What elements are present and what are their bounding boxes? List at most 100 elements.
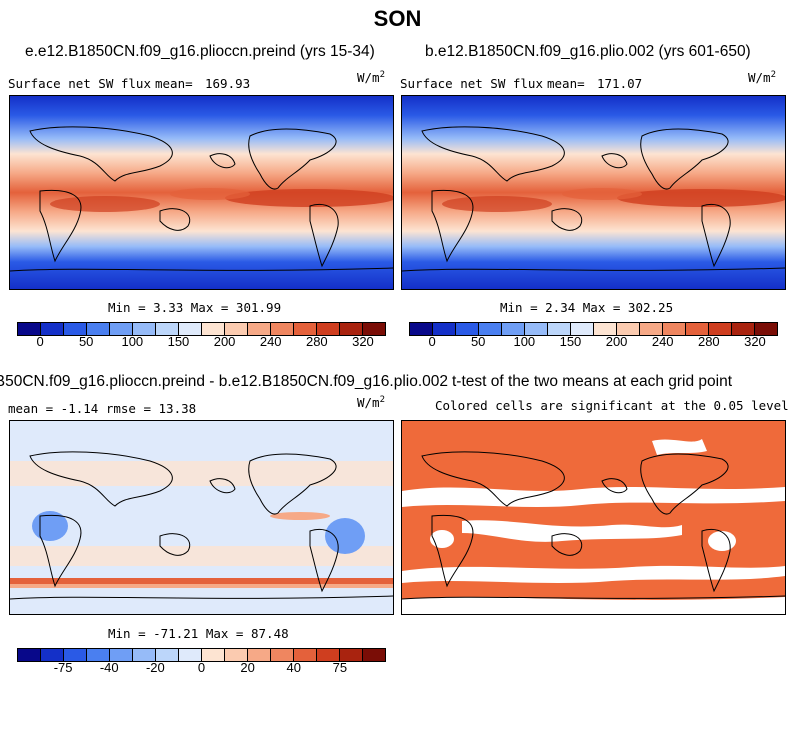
colorbar-swatch <box>18 649 41 661</box>
colorbar-swatch <box>18 323 41 335</box>
colorbar-swatch <box>294 323 317 335</box>
colorbar-swatch <box>640 323 663 335</box>
panel1-var-label: Surface net SW flux <box>8 76 151 91</box>
panel3-colorbar <box>17 648 386 662</box>
colorbar-swatch <box>110 323 133 335</box>
colorbar-swatch <box>156 323 179 335</box>
colorbar-tick-label: 100 <box>121 334 144 349</box>
colorbar-swatch <box>248 649 271 661</box>
colorbar-swatch <box>410 323 433 335</box>
colorbar-tick-label: 320 <box>744 334 766 349</box>
panel2-colorbar <box>409 322 778 336</box>
colorbar-swatch <box>225 649 248 661</box>
colorbar-tick-label: -20 <box>145 660 165 675</box>
colorbar-tick-label: 50 <box>470 334 486 349</box>
colorbar-swatch <box>663 323 686 335</box>
panel1-minmax: Min = 3.33 Max = 301.99 <box>108 300 282 315</box>
colorbar-swatch <box>64 323 87 335</box>
colorbar-swatch <box>363 323 385 335</box>
colorbar-tick-label: 280 <box>697 334 720 349</box>
colorbar-swatch <box>571 323 594 335</box>
colorbar-swatch <box>686 323 709 335</box>
panel2-units: W/m2 <box>748 70 776 86</box>
panel3-map <box>9 420 394 615</box>
panel2-mean-label: mean= <box>547 76 585 91</box>
colorbar-tick-label: -40 <box>99 660 119 675</box>
colorbar-swatch <box>755 323 777 335</box>
panel1-mean-label: mean= <box>155 76 193 91</box>
panel4-subtitle: Colored cells are significant at the 0.0… <box>435 398 789 413</box>
panel3-units: W/m2 <box>357 395 385 411</box>
colorbar-swatch <box>617 323 640 335</box>
panel2-minmax: Min = 2.34 Max = 302.25 <box>500 300 674 315</box>
panel3-title: B50CN.f09_g16.pliocсn.preind - b.e12.B18… <box>0 373 448 390</box>
colorbar-swatch <box>87 649 110 661</box>
panel1-colorbar-ticks: 0 50 100 150 200 240 280 320 <box>17 334 386 350</box>
colorbar-swatch <box>363 649 385 661</box>
colorbar-swatch <box>732 323 755 335</box>
panel2-map <box>401 95 786 290</box>
colorbar-swatch <box>156 649 179 661</box>
colorbar-swatch <box>41 323 64 335</box>
panel1-title: e.e12.B1850CN.f09_g16.pliocсn.preind (yr… <box>25 43 375 60</box>
colorbar-tick-label: 0 <box>36 334 44 349</box>
colorbar-tick-label: 75 <box>332 660 348 675</box>
colorbar-tick-label: 20 <box>240 660 255 675</box>
colorbar-tick-label: 150 <box>167 334 190 349</box>
colorbar-tick-label: 150 <box>559 334 582 349</box>
colorbar-swatch <box>317 323 340 335</box>
colorbar-tick-label: 200 <box>605 334 628 349</box>
colorbar-swatch <box>87 323 110 335</box>
panel2-title: b.e12.B1850CN.f09_g16.plio.002 (yrs 601-… <box>425 43 751 60</box>
colorbar-swatch <box>525 323 548 335</box>
colorbar-swatch <box>433 323 456 335</box>
colorbar-swatch <box>294 649 317 661</box>
panel3-minmax: Min = -71.21 Max = 87.48 <box>108 626 289 641</box>
colorbar-swatch <box>179 649 202 661</box>
colorbar-tick-label: 50 <box>78 334 94 349</box>
colorbar-swatch <box>248 323 271 335</box>
colorbar-swatch <box>479 323 502 335</box>
colorbar-tick-label: -75 <box>53 660 73 675</box>
colorbar-swatch <box>110 649 133 661</box>
colorbar-swatch <box>41 649 64 661</box>
panel1-map <box>9 95 394 290</box>
panel1-units: W/m2 <box>357 70 385 86</box>
colorbar-swatch <box>64 649 87 661</box>
panel3-colorbar-ticks: -75 -40 -20 0 20 40 75 <box>17 660 386 676</box>
panel4-title: t-test of the two means at each grid poi… <box>452 373 733 390</box>
panel4-map <box>401 420 786 615</box>
colorbar-swatch <box>317 649 340 661</box>
panel1-mean-value: 169.93 <box>205 76 251 91</box>
colorbar-tick-label: 40 <box>286 660 301 675</box>
colorbar-swatch <box>202 323 225 335</box>
colorbar-swatch <box>709 323 732 335</box>
colorbar-swatch <box>225 323 248 335</box>
colorbar-swatch <box>456 323 479 335</box>
colorbar-swatch <box>548 323 571 335</box>
colorbar-tick-label: 320 <box>352 334 374 349</box>
colorbar-swatch <box>179 323 202 335</box>
colorbar-swatch <box>340 323 363 335</box>
colorbar-tick-label: 0 <box>428 334 436 349</box>
colorbar-tick-label: 200 <box>213 334 236 349</box>
colorbar-tick-label: 240 <box>259 334 282 349</box>
colorbar-swatch <box>271 649 294 661</box>
colorbar-swatch <box>271 323 294 335</box>
colorbar-swatch <box>202 649 225 661</box>
colorbar-tick-label: 240 <box>651 334 674 349</box>
colorbar-tick-label: 0 <box>197 660 206 675</box>
colorbar-tick-label: 280 <box>305 334 328 349</box>
panel2-var-label: Surface net SW flux <box>400 76 543 91</box>
colorbar-swatch <box>502 323 525 335</box>
colorbar-tick-label: 100 <box>513 334 536 349</box>
figure-title: SON <box>373 6 422 31</box>
colorbar-swatch <box>340 649 363 661</box>
panel1-colorbar <box>17 322 386 336</box>
colorbar-swatch <box>594 323 617 335</box>
panel3-stats: mean = -1.14 rmse = 13.38 <box>8 401 197 416</box>
panel2-mean-value: 171.07 <box>597 76 643 91</box>
panel2-colorbar-ticks: 0 50 100 150 200 240 280 320 <box>409 334 778 350</box>
colorbar-swatch <box>133 649 156 661</box>
colorbar-swatch <box>133 323 156 335</box>
